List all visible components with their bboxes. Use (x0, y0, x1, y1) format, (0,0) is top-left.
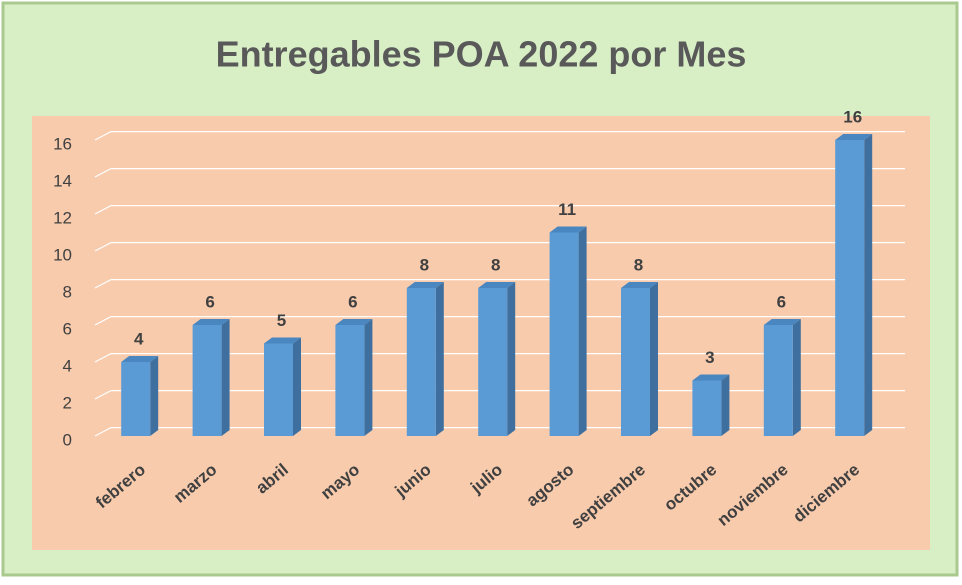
value-label: 6 (777, 292, 786, 311)
bar (549, 226, 587, 436)
value-label: 5 (277, 311, 286, 330)
bar (335, 319, 373, 436)
value-label: 11 (558, 200, 576, 219)
bar (192, 319, 230, 436)
bar (763, 319, 801, 436)
y-tick-label: 2 (63, 393, 72, 412)
grid-line (94, 168, 905, 178)
bar (478, 282, 516, 436)
y-tick-label: 8 (63, 282, 72, 301)
value-label: 8 (491, 255, 500, 274)
value-label: 6 (205, 292, 214, 311)
y-tick-label: 10 (53, 245, 72, 264)
bar (621, 282, 658, 436)
chart-title: Entregables POA 2022 por Mes (216, 34, 747, 75)
grid-line (94, 242, 905, 252)
value-label: 3 (705, 348, 714, 367)
bar (835, 134, 873, 436)
value-label: 8 (420, 255, 429, 274)
value-label: 16 (843, 107, 862, 126)
grid-line (94, 205, 905, 215)
grid-line (94, 279, 905, 289)
value-label: 6 (348, 292, 357, 311)
bar (264, 337, 301, 436)
y-tick-label: 0 (63, 430, 72, 449)
bar (406, 282, 444, 436)
value-label: 4 (134, 329, 144, 348)
y-tick-label: 12 (53, 208, 72, 227)
bar (121, 356, 159, 436)
y-tick-label: 14 (53, 171, 72, 190)
y-tick-label: 4 (63, 356, 72, 375)
y-tick-label: 6 (63, 319, 72, 338)
grid-line (94, 131, 905, 141)
y-tick-label: 16 (53, 134, 72, 153)
bar (692, 374, 730, 436)
value-label: 8 (634, 255, 643, 274)
